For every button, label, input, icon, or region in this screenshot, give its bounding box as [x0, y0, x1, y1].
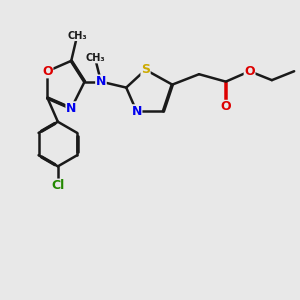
Text: CH₃: CH₃: [68, 31, 87, 40]
Text: N: N: [96, 75, 106, 88]
Text: O: O: [244, 65, 255, 78]
Text: Cl: Cl: [51, 179, 64, 192]
Text: CH₃: CH₃: [85, 53, 105, 63]
Text: O: O: [220, 100, 231, 113]
Text: N: N: [66, 102, 76, 115]
Text: O: O: [42, 65, 53, 78]
Text: N: N: [131, 105, 142, 118]
Text: S: S: [141, 63, 150, 76]
